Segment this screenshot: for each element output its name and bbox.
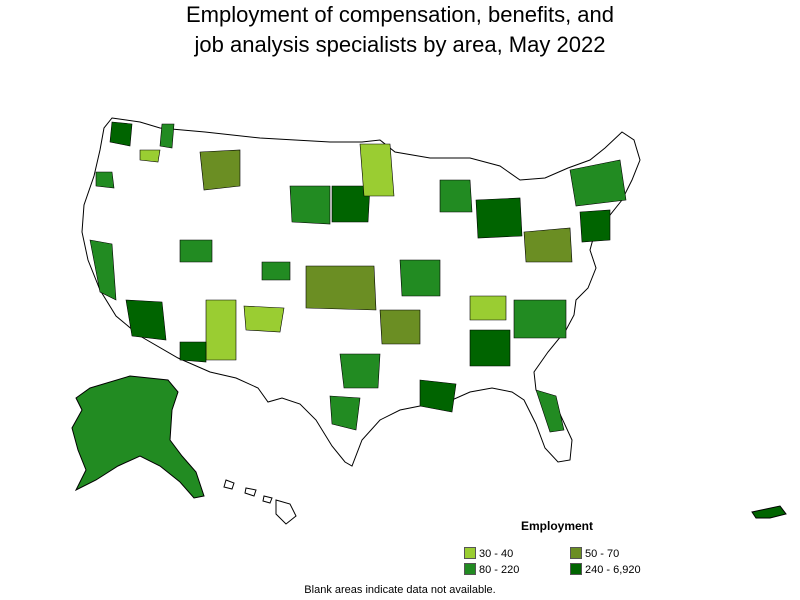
area-region [359, 143, 395, 197]
puerto-rico-outline [751, 505, 787, 519]
area-region [109, 121, 133, 147]
area-region [289, 185, 331, 225]
legend-item-240-6920: 240 - 6,920 [570, 563, 641, 577]
area-region [95, 171, 115, 189]
area-region [523, 227, 573, 263]
map-title: Employment of compensation, benefits, an… [0, 0, 800, 60]
area-region [379, 309, 421, 345]
legend-label: 240 - 6,920 [585, 564, 641, 576]
area-region [179, 341, 207, 363]
legend-label: 30 - 40 [479, 548, 514, 560]
area-region [205, 299, 237, 361]
legend-title: Employment [521, 519, 594, 533]
map-title-line-1: Employment of compensation, benefits, an… [185, 2, 615, 27]
area-region [469, 295, 507, 321]
area-region [569, 159, 627, 207]
legend-item-80-220: 80 - 220 [464, 563, 519, 577]
area-region [331, 185, 371, 223]
area-region [199, 149, 241, 191]
area-region [89, 239, 117, 301]
map-title-line-2: job analysis specialists by area, May 20… [194, 32, 606, 57]
legend-item-50-70: 50 - 70 [570, 547, 619, 561]
area-region [439, 179, 473, 213]
alaska-outline [71, 375, 205, 499]
area-region [329, 395, 361, 431]
area-region [125, 299, 167, 341]
area-region [469, 329, 511, 367]
map-legend: Employment 30 - 40 50 - 70 80 - 220 240 … [462, 518, 652, 578]
area-region [261, 261, 291, 281]
area-region [305, 265, 377, 311]
legend-label: 50 - 70 [585, 548, 620, 560]
area-region [399, 259, 441, 297]
legend-swatch [570, 563, 582, 575]
legend-swatch [464, 547, 476, 559]
legend-item-30-40: 30 - 40 [464, 547, 513, 561]
area-region [339, 353, 381, 389]
area-region [419, 379, 457, 413]
area-region [139, 149, 161, 163]
footnote: Blank areas indicate data not available. [304, 584, 496, 596]
area-region [159, 123, 175, 149]
area-region [535, 389, 565, 433]
legend-label: 80 - 220 [479, 564, 520, 576]
area-region [475, 197, 523, 239]
area-regions [89, 121, 627, 433]
hawaii-islands [223, 479, 297, 525]
legend-swatch [570, 547, 582, 559]
legend-swatch [464, 563, 476, 575]
area-region [513, 299, 567, 339]
area-region [179, 239, 213, 263]
area-region [579, 209, 611, 243]
area-region [243, 305, 285, 333]
